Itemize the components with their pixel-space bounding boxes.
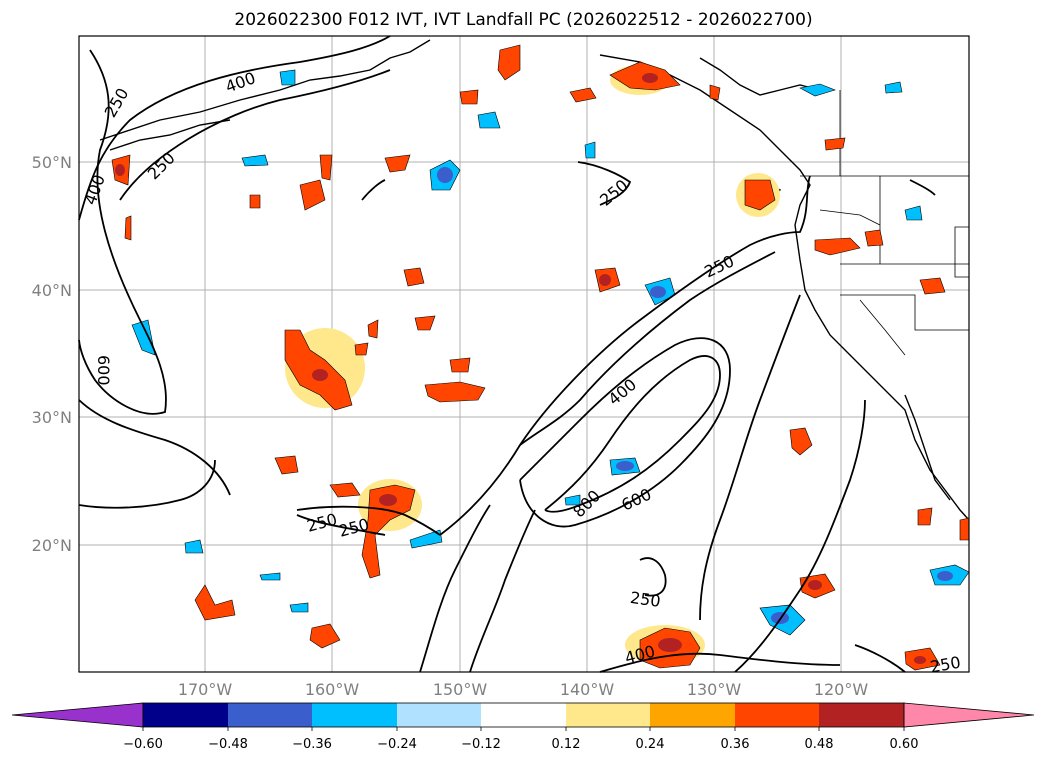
lon-label: 150°W bbox=[433, 680, 488, 699]
colorbar-extend-high bbox=[903, 702, 1035, 728]
colorbar-segment bbox=[312, 703, 397, 727]
colorbar-tick: −0.48 bbox=[208, 737, 248, 752]
colorbar-segment bbox=[397, 703, 482, 727]
colorbar-segment bbox=[735, 703, 820, 727]
contour-label: 600 bbox=[94, 355, 113, 386]
colorbar-segment bbox=[650, 703, 735, 727]
contour-label: 250 bbox=[929, 653, 962, 677]
map-title: 2026022300 F012 IVT, IVT Landfall PC (20… bbox=[234, 10, 813, 30]
contour-label: 250 bbox=[629, 588, 662, 611]
colorbar-border bbox=[142, 702, 905, 728]
lat-label: 20°N bbox=[32, 536, 72, 555]
colorbar-tick: 0.36 bbox=[721, 737, 750, 752]
colorbar-tick: −0.60 bbox=[123, 737, 163, 752]
colorbar-extend-low bbox=[11, 702, 144, 728]
colorbar-tick: −0.36 bbox=[292, 737, 332, 752]
colorbar-segment bbox=[566, 703, 651, 727]
colorbar-segment bbox=[228, 703, 313, 727]
colorbar-tick: 0.24 bbox=[636, 737, 665, 752]
colorbar-tick: 0.48 bbox=[805, 737, 834, 752]
lat-label: 40°N bbox=[32, 281, 72, 300]
lon-label: 120°W bbox=[814, 680, 869, 699]
latitude-labels: 50°N 40°N 30°N 20°N bbox=[32, 153, 72, 555]
lon-label: 160°W bbox=[305, 680, 360, 699]
lon-label: 170°W bbox=[178, 680, 233, 699]
colorbar-segment bbox=[819, 703, 904, 727]
plot-frame bbox=[78, 35, 970, 673]
colorbar-tick: −0.12 bbox=[461, 737, 501, 752]
negative-anomalies bbox=[131, 69, 970, 636]
colorbar: −0.60 −0.48 −0.36 −0.24 −0.12 0.12 0.24 … bbox=[11, 702, 1035, 752]
colorbar-tick: 0.12 bbox=[552, 737, 581, 752]
plot-area bbox=[79, 36, 969, 672]
lon-label: 140°W bbox=[560, 680, 615, 699]
longitude-labels: 170°W 160°W 150°W 140°W 130°W 120°W bbox=[178, 680, 869, 699]
lat-label: 50°N bbox=[32, 153, 72, 172]
colorbar-tick: 0.60 bbox=[890, 737, 919, 752]
colorbar-tick: −0.24 bbox=[377, 737, 417, 752]
colorbar-segment bbox=[481, 703, 566, 727]
ivt-contours bbox=[78, 35, 936, 673]
gridlines bbox=[79, 36, 969, 672]
lat-label: 30°N bbox=[32, 408, 72, 427]
lon-label: 130°W bbox=[687, 680, 742, 699]
colorbar-segment bbox=[143, 703, 228, 727]
contour-labels: 250 400 250 400 600 250 250 400 250 800 … bbox=[81, 68, 962, 676]
